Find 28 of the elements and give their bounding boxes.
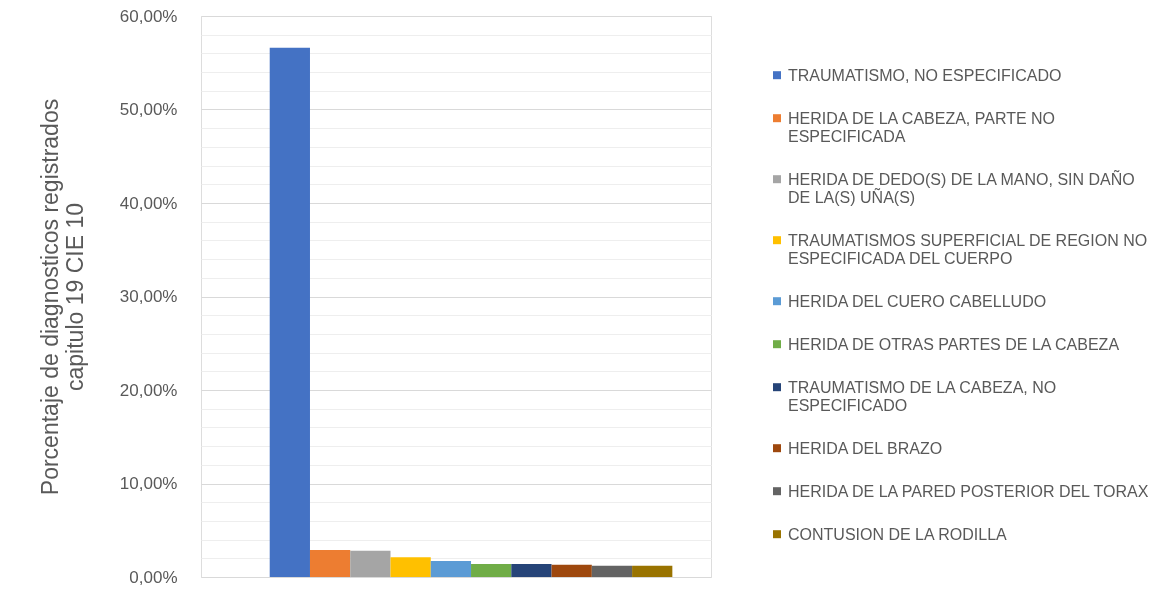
y-tick-label: 40,00% <box>119 193 178 213</box>
bar <box>471 563 512 577</box>
bar <box>269 47 310 577</box>
y-tick-label: 0,00% <box>129 567 178 587</box>
bar <box>309 549 351 577</box>
bar <box>350 550 391 577</box>
bar <box>511 563 552 577</box>
legend-label: TRAUMATISMOS SUPERFICIAL DE REGION NO ESPECIFICADA DEL CUERPO <box>788 232 1148 267</box>
legend-label: HERIDA DE OTRAS PARTES DE LA CABEZA <box>788 336 1120 353</box>
legend-label: TRAUMATISMO DE LA CABEZA, NO ESPECIFICADO <box>788 379 1057 414</box>
legend-label: TRAUMATISMO, NO ESPECIFICADO <box>788 67 1062 84</box>
y-tick-label: 10,00% <box>119 474 178 493</box>
legend-label: HERIDA DE LA PARED POSTERIOR DEL TORAX <box>788 483 1149 500</box>
y-tick-label: 60,00% <box>119 6 178 26</box>
legend-label: HERIDA DEL BRAZO <box>788 440 943 457</box>
bar <box>551 564 592 577</box>
y-tick-label: 30,00% <box>119 287 178 306</box>
bar <box>430 561 472 577</box>
bar <box>390 557 431 577</box>
bar <box>632 565 673 577</box>
y-axis-title: Porcentaje de diagnosticos registrados capitulo 19 CIE 10 <box>36 98 88 496</box>
y-tick-label: 50,00% <box>119 100 178 119</box>
legend-label: HERIDA DE DEDO(S) DE LA MANO, SIN DAÑO DE LA(S) UÑA(S) <box>788 169 1135 206</box>
bar <box>591 565 633 577</box>
legend-label: HERIDA DEL CUERO CABELLUDO <box>788 293 1047 310</box>
legend-label: HERIDA DE LA CABEZA, PARTE NO ESPECIFICADA <box>788 110 1056 145</box>
legend-label: CONTUSION DE LA RODILLA <box>788 526 1008 543</box>
y-tick-label: 20,00% <box>119 380 178 400</box>
